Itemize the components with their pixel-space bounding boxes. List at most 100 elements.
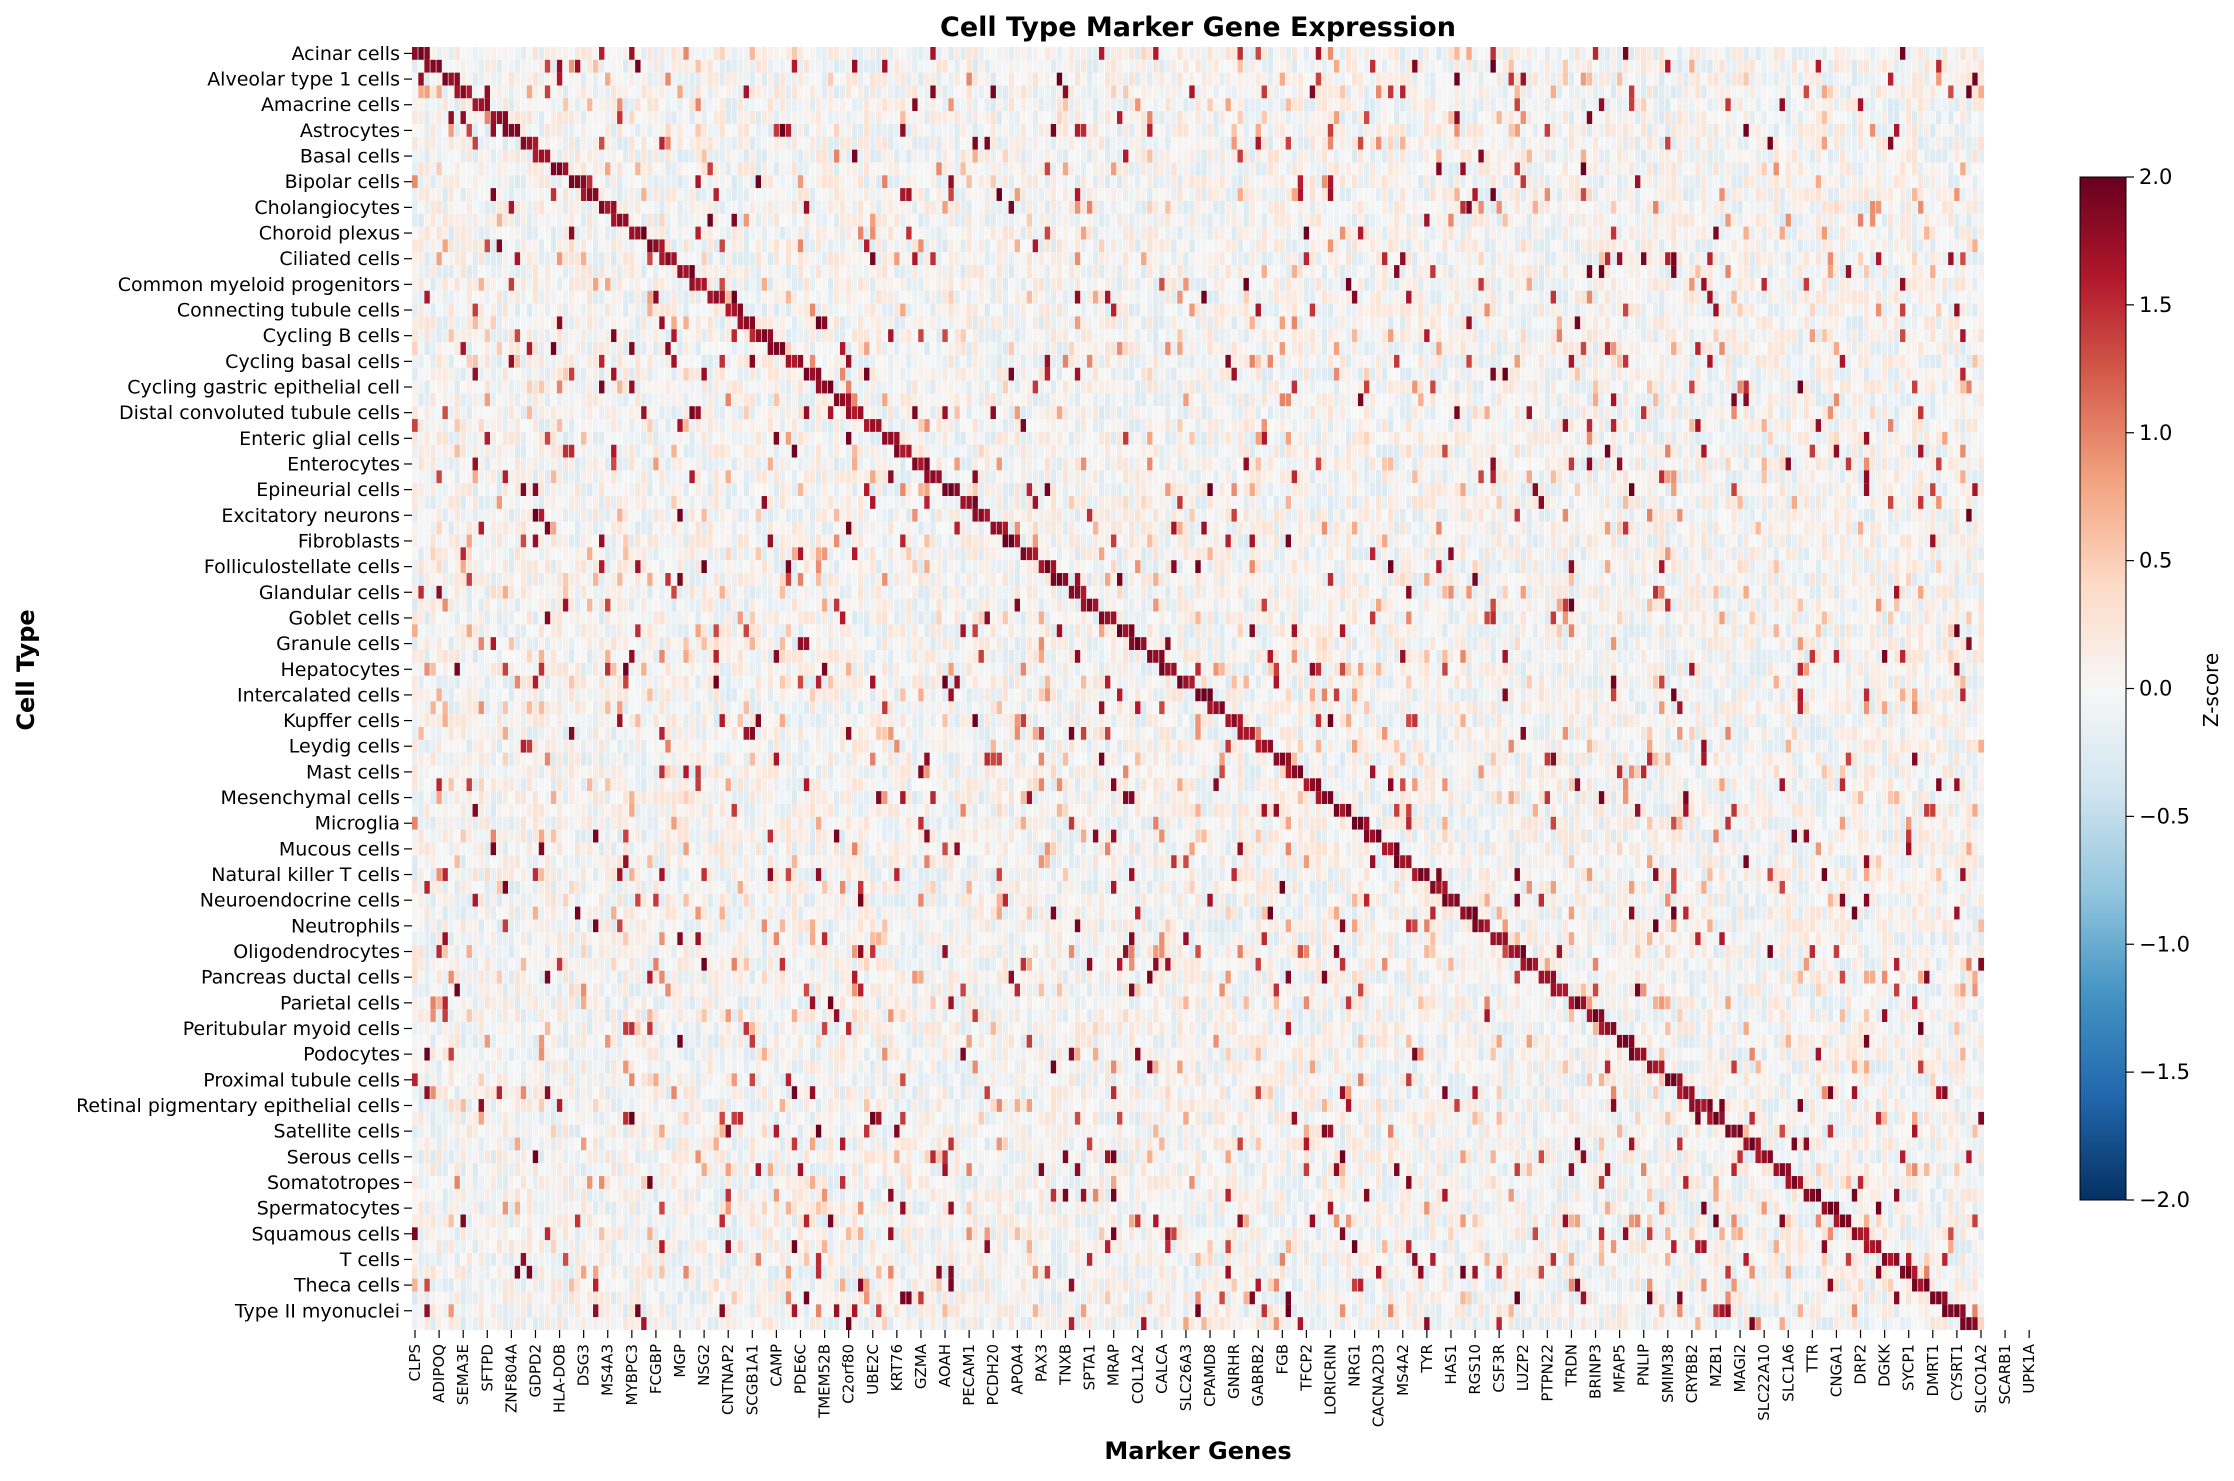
heatmap-cell	[1080, 265, 1087, 278]
heatmap-cell	[1399, 239, 1406, 253]
heatmap-cell	[664, 111, 672, 125]
heatmap-cell	[1502, 226, 1509, 240]
heatmap-cell	[1905, 277, 1912, 291]
heatmap-cell	[1803, 162, 1810, 176]
heatmap-cell	[550, 226, 557, 240]
heatmap-cell	[1237, 226, 1244, 240]
heatmap-cell	[562, 226, 569, 240]
heatmap-cell	[556, 213, 563, 227]
heatmap-cell	[1664, 239, 1671, 253]
heatmap-cell	[1068, 98, 1075, 112]
heatmap-cell	[1706, 265, 1714, 278]
heatmap-cell	[1700, 226, 1707, 240]
heatmap-cell	[1453, 239, 1461, 253]
heatmap-cell	[966, 85, 973, 99]
heatmap-cell	[1779, 162, 1786, 176]
heatmap-cell	[1706, 277, 1714, 291]
heatmap-cell	[616, 47, 623, 60]
heatmap-cell	[1971, 239, 1979, 253]
heatmap-cell	[863, 175, 870, 189]
heatmap-cell	[1923, 72, 1930, 86]
heatmap-cell	[875, 72, 882, 86]
heatmap-cell	[1887, 111, 1894, 125]
heatmap-cell	[496, 111, 503, 125]
heatmap-cell	[580, 136, 587, 150]
heatmap-cell	[767, 47, 774, 60]
heatmap-cell	[1435, 277, 1442, 291]
heatmap-cell	[773, 175, 780, 189]
heatmap-cell	[472, 277, 479, 291]
heatmap-cell	[1315, 239, 1322, 253]
heatmap-cell	[1074, 162, 1081, 176]
heatmap-cell	[948, 252, 955, 266]
heatmap-cell	[466, 175, 473, 189]
heatmap-cell	[580, 290, 587, 304]
heatmap-cell	[833, 149, 840, 163]
heatmap-cell	[424, 72, 431, 86]
heatmap-cell	[1905, 149, 1912, 163]
heatmap-cell	[713, 252, 720, 266]
heatmap-cell	[1562, 47, 1569, 60]
heatmap-cell	[743, 175, 750, 189]
heatmap-cell	[1056, 277, 1063, 291]
heatmap-cell	[954, 98, 961, 112]
heatmap-cell	[1170, 72, 1177, 86]
heatmap-cell	[1315, 277, 1322, 291]
heatmap-cell	[598, 226, 605, 240]
heatmap-cell	[1327, 59, 1334, 73]
heatmap-cell	[677, 252, 684, 266]
heatmap-cell	[731, 265, 738, 278]
heatmap-cell	[1303, 226, 1310, 240]
heatmap-cell	[839, 162, 846, 176]
heatmap-cell	[1797, 213, 1804, 227]
heatmap-cell	[466, 226, 473, 240]
heatmap-cell	[1851, 85, 1858, 99]
heatmap-cell	[490, 98, 497, 112]
heatmap-cell	[1628, 175, 1635, 189]
heatmap-cell	[1339, 98, 1346, 112]
heatmap-cell	[1508, 47, 1515, 60]
heatmap-cell	[1791, 200, 1798, 214]
heatmap-cell	[1628, 123, 1635, 137]
heatmap-cell	[851, 239, 858, 253]
heatmap-cell	[1110, 59, 1117, 73]
heatmap-cell	[719, 277, 726, 291]
heatmap-cell	[1237, 123, 1244, 137]
heatmap-cell	[1014, 252, 1021, 266]
heatmap-cell	[1231, 265, 1238, 278]
heatmap-cell	[1188, 200, 1196, 214]
heatmap-cell	[1339, 111, 1346, 125]
heatmap-cell	[1977, 213, 1985, 227]
heatmap-cell	[484, 72, 491, 86]
heatmap-cell	[1538, 213, 1545, 227]
heatmap-cell	[520, 162, 527, 176]
heatmap-cell	[1580, 175, 1587, 189]
heatmap-cell	[779, 200, 786, 214]
heatmap-cell	[514, 252, 521, 266]
heatmap-cell	[1923, 226, 1930, 240]
heatmap-cell	[430, 72, 437, 86]
heatmap-cell	[1435, 136, 1442, 150]
heatmap-cell	[1664, 111, 1671, 125]
heatmap-cell	[1086, 98, 1093, 112]
heatmap-cell	[1688, 59, 1695, 73]
heatmap-cell	[1628, 265, 1635, 278]
heatmap-cell	[1231, 188, 1238, 202]
heatmap-cell	[1080, 59, 1087, 73]
heatmap-cell	[1532, 85, 1539, 99]
heatmap-cell	[646, 85, 653, 99]
heatmap-cell	[1357, 188, 1364, 202]
heatmap-cell	[1417, 239, 1424, 253]
heatmap-cell	[960, 111, 967, 125]
heatmap-cell	[960, 252, 967, 266]
heatmap-cell	[1755, 123, 1762, 137]
heatmap-cell	[1351, 265, 1358, 278]
heatmap-cell	[1520, 175, 1527, 189]
heatmap-cell	[1339, 47, 1346, 60]
heatmap-cell	[1682, 277, 1689, 291]
heatmap-cell	[1490, 265, 1497, 278]
heatmap-cell	[1345, 188, 1352, 202]
heatmap-cell	[954, 213, 961, 227]
heatmap-cell	[418, 175, 425, 189]
heatmap-cell	[881, 47, 888, 60]
